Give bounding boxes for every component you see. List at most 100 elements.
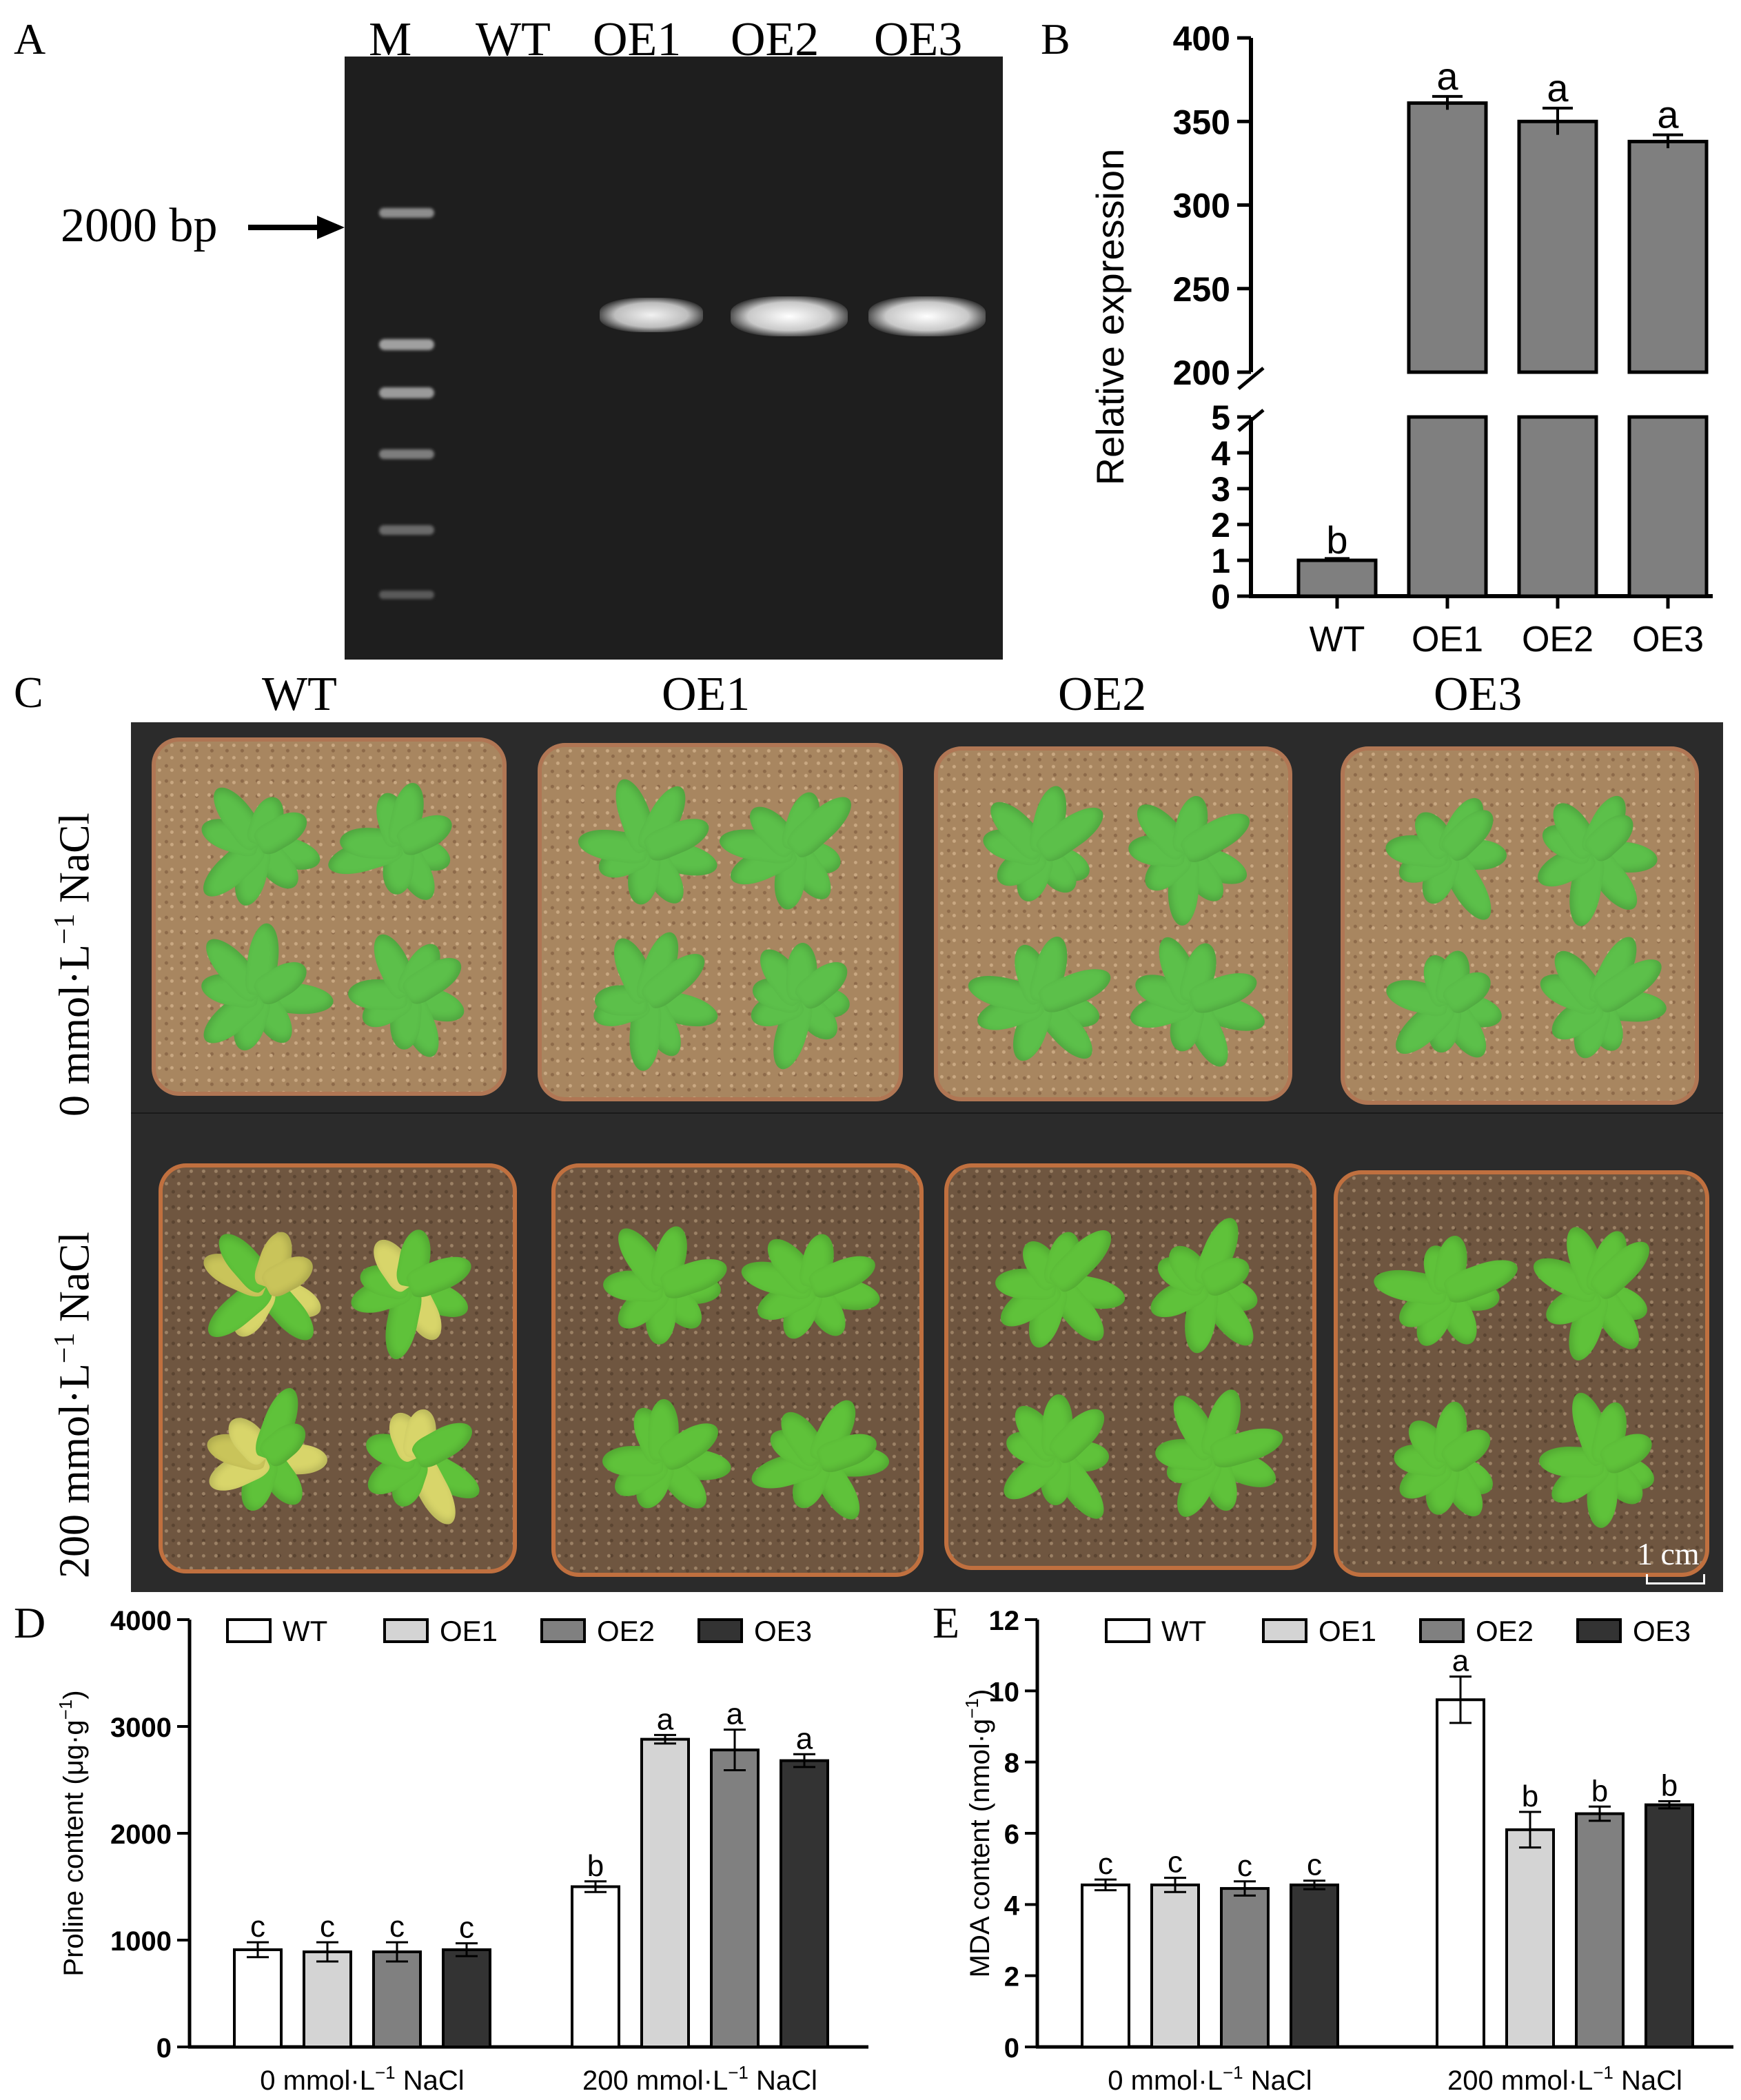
bar-lower-segment — [1407, 415, 1488, 598]
y-tick-label: 4 — [1004, 1890, 1020, 1921]
bar — [1627, 139, 1709, 374]
y-tick-label: 1000 — [110, 1926, 172, 1957]
photo-row-label-salt: 200 mmol·L−1 NaCl — [49, 1232, 99, 1578]
legend-swatch — [1419, 1618, 1465, 1643]
significance-letter: a — [726, 1698, 744, 1731]
significance-letter: c — [1098, 1847, 1113, 1881]
scale-bar — [1646, 1574, 1705, 1584]
legend-swatch — [383, 1618, 429, 1643]
legend-label: WT — [1161, 1615, 1206, 1647]
panel-letter-b: B — [1041, 14, 1070, 63]
pot-oe1-control — [538, 743, 903, 1101]
significance-letter: a — [657, 1702, 674, 1736]
y-axis-label-end: ) — [59, 1690, 89, 1699]
axis-break-mark — [1237, 367, 1265, 390]
x-category-sup: −1 — [728, 2062, 749, 2083]
ladder-band — [379, 591, 434, 599]
scale-bar-label: 1 cm — [1637, 1536, 1700, 1571]
x-category-prefix: 0 mmol·L — [1108, 2066, 1223, 2096]
legend-label: OE3 — [1633, 1615, 1691, 1647]
pot-oe2-control — [934, 746, 1292, 1101]
axis-break-mark — [1237, 409, 1265, 432]
x-category-sup: −1 — [1223, 2062, 1243, 2083]
bar — [780, 1759, 829, 2048]
bar-lower-segment — [1517, 415, 1598, 598]
legend-swatch — [698, 1618, 743, 1643]
y-axis-label-sup: −1 — [55, 1700, 76, 1720]
bar — [233, 1948, 283, 2049]
y-tick-label: 3000 — [110, 1713, 172, 1743]
y-tick-label: 1 — [1211, 542, 1230, 580]
y-tick-label: 4 — [1211, 434, 1230, 473]
y-tick-label: 10 — [989, 1677, 1020, 1707]
oe1-band — [600, 298, 703, 332]
legend-label: OE3 — [754, 1615, 812, 1647]
y-axis-label: MDA content (nmol·g−1) — [961, 1689, 995, 1978]
y-tick-label: 0 — [1211, 578, 1230, 616]
panel-letter-a: A — [14, 14, 46, 63]
x-category-suffix: NaCl — [396, 2066, 465, 2096]
significance-letter: a — [796, 1722, 813, 1755]
y-tick-label: 3 — [1211, 470, 1230, 509]
y-tick-label: 2000 — [110, 1819, 172, 1850]
y-tick-label: 200 — [1173, 354, 1230, 392]
significance-letter: a — [1657, 93, 1679, 136]
oe2-band — [731, 296, 848, 336]
y-tick-label: 400 — [1173, 19, 1230, 58]
legend-label: OE1 — [440, 1615, 498, 1647]
panel-letter-e: E — [933, 1598, 960, 1647]
y-tick-label: 4000 — [110, 1606, 172, 1636]
bar — [1290, 1883, 1339, 2048]
y-tick-label: 5 — [1211, 398, 1230, 437]
y-axis-label-text: MDA content (nmol·g — [965, 1719, 995, 1978]
panel-letter-d: D — [14, 1598, 46, 1647]
significance-letter: c — [320, 1910, 335, 1944]
legend-label: WT — [283, 1615, 327, 1647]
bar — [1150, 1883, 1200, 2048]
legend-swatch — [1262, 1618, 1307, 1643]
y-tick-label: 250 — [1173, 270, 1230, 309]
y-tick-label: 0 — [1004, 2033, 1019, 2063]
x-category-sup: −1 — [1593, 2062, 1613, 2083]
pot-oe1-salt — [551, 1163, 924, 1577]
y-axis-label: Proline content (μg·g−1) — [55, 1690, 89, 1976]
bar — [1407, 101, 1488, 374]
x-category-label: 0 mmol·L−1 NaCl — [1108, 2062, 1312, 2096]
oe3-band — [868, 296, 986, 336]
significance-letter: b — [1591, 1774, 1608, 1808]
y-axis-label: Relative expression — [1088, 149, 1132, 486]
bar — [442, 1948, 491, 2049]
agarose-gel-image — [345, 57, 1003, 660]
bar — [1517, 119, 1598, 374]
significance-letter: c — [250, 1910, 265, 1944]
photo-col-label-oe2: OE2 — [1058, 668, 1147, 721]
pot-wt-salt — [159, 1163, 517, 1573]
bar — [303, 1950, 352, 2048]
ladder-band — [379, 387, 434, 398]
bar-lower-segment — [1627, 415, 1709, 598]
significance-letter: c — [459, 1911, 474, 1945]
bar — [1436, 1698, 1485, 2048]
significance-letter: b — [1522, 1780, 1538, 1813]
x-category-sup: −1 — [375, 2062, 396, 2083]
significance-letter: b — [587, 1849, 604, 1883]
pot-oe3-control — [1341, 746, 1699, 1105]
legend-label: OE2 — [597, 1615, 655, 1647]
significance-letter: a — [1436, 54, 1458, 98]
significance-letter: a — [1547, 66, 1569, 110]
bar — [710, 1749, 760, 2048]
x-category-suffix: NaCl — [749, 2066, 817, 2096]
bar — [1505, 1828, 1555, 2048]
legend-label: OE2 — [1476, 1615, 1534, 1647]
significance-letter: a — [1452, 1644, 1469, 1678]
x-category-prefix: 0 mmol·L — [260, 2066, 375, 2096]
bar — [640, 1737, 690, 2048]
ladder-band — [379, 339, 434, 350]
ladder-band — [379, 525, 434, 535]
legend-swatch — [540, 1618, 586, 1643]
ladder-band — [379, 449, 434, 459]
significance-letter: c — [389, 1910, 405, 1944]
bar — [1081, 1883, 1130, 2048]
